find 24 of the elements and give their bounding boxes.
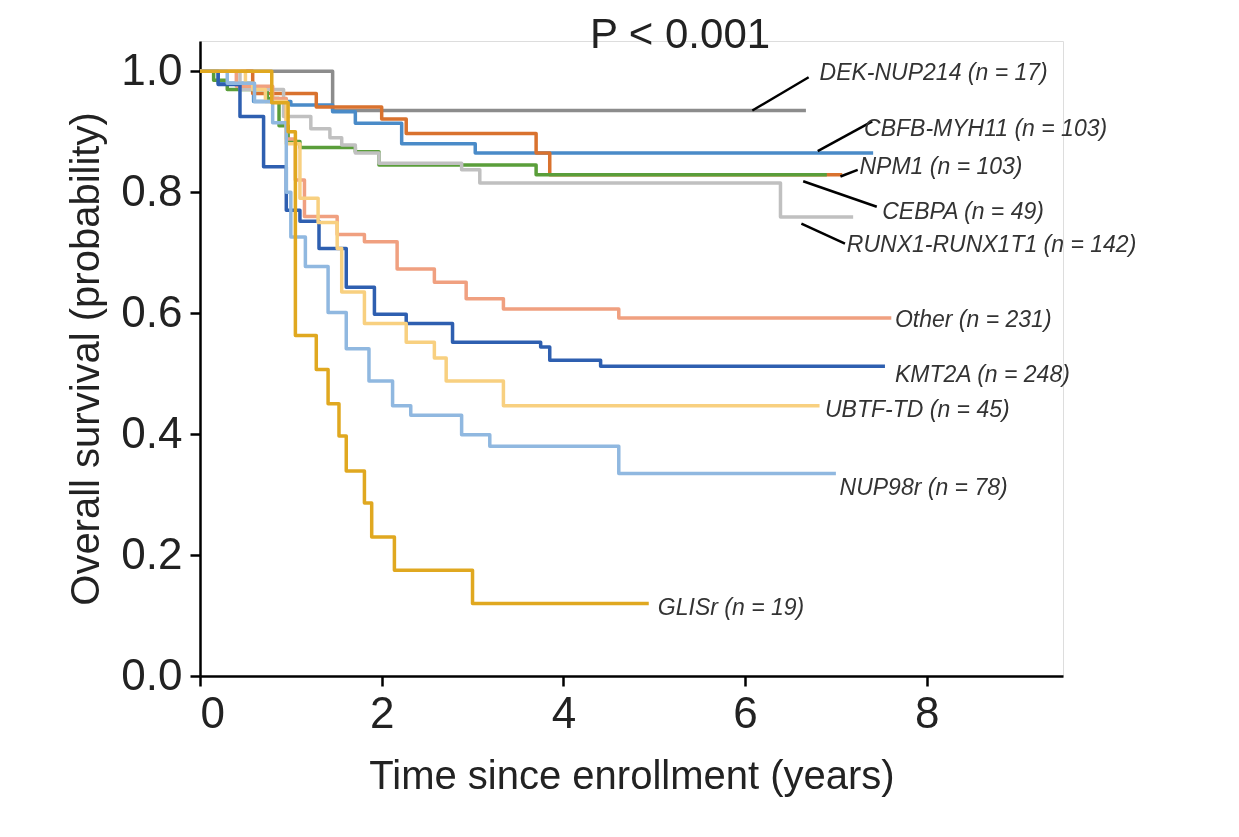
x-tick-label: 2 — [369, 687, 395, 737]
text: CEBPA (n = 49) — [882, 197, 1044, 224]
series-label: GLISr (n = 19) — [657, 593, 805, 620]
y-tick-label: 0.8 — [121, 165, 183, 215]
y-tick-label: 0.0 — [121, 649, 183, 699]
y-tick-label: 0.2 — [121, 528, 183, 578]
series-label: UBTF-TD (n = 45) — [824, 395, 1010, 422]
series-label: NPM1 (n = 103) — [859, 153, 1023, 180]
series-label: NUP98r (n = 78) — [839, 473, 1008, 500]
x-tick-label: 4 — [551, 687, 577, 737]
series-label: CBFB-MYH11 (n = 103) — [864, 115, 1108, 142]
series-label: DEK-NUP214 (n = 17) — [819, 59, 1048, 86]
y-axis-title: Overall survival (probability) — [63, 112, 108, 606]
x-axis-title: Time since enrollment (years) — [369, 752, 895, 797]
series-label: RUNX1-RUNX1T1 (n = 142) — [846, 231, 1137, 258]
y-tick-label: 0.4 — [121, 407, 183, 457]
x-tick-label: 8 — [914, 687, 940, 737]
series-label: KMT2A (n = 248) — [894, 361, 1070, 388]
x-tick-label: 0 — [200, 687, 225, 737]
y-tick-label: 1.0 — [121, 44, 183, 94]
y-tick-label: 0.6 — [121, 286, 183, 336]
annotation: P < 0.001 — [589, 10, 771, 57]
series-label: Other (n = 231) — [894, 305, 1052, 332]
x-tick-label: 6 — [733, 687, 758, 737]
